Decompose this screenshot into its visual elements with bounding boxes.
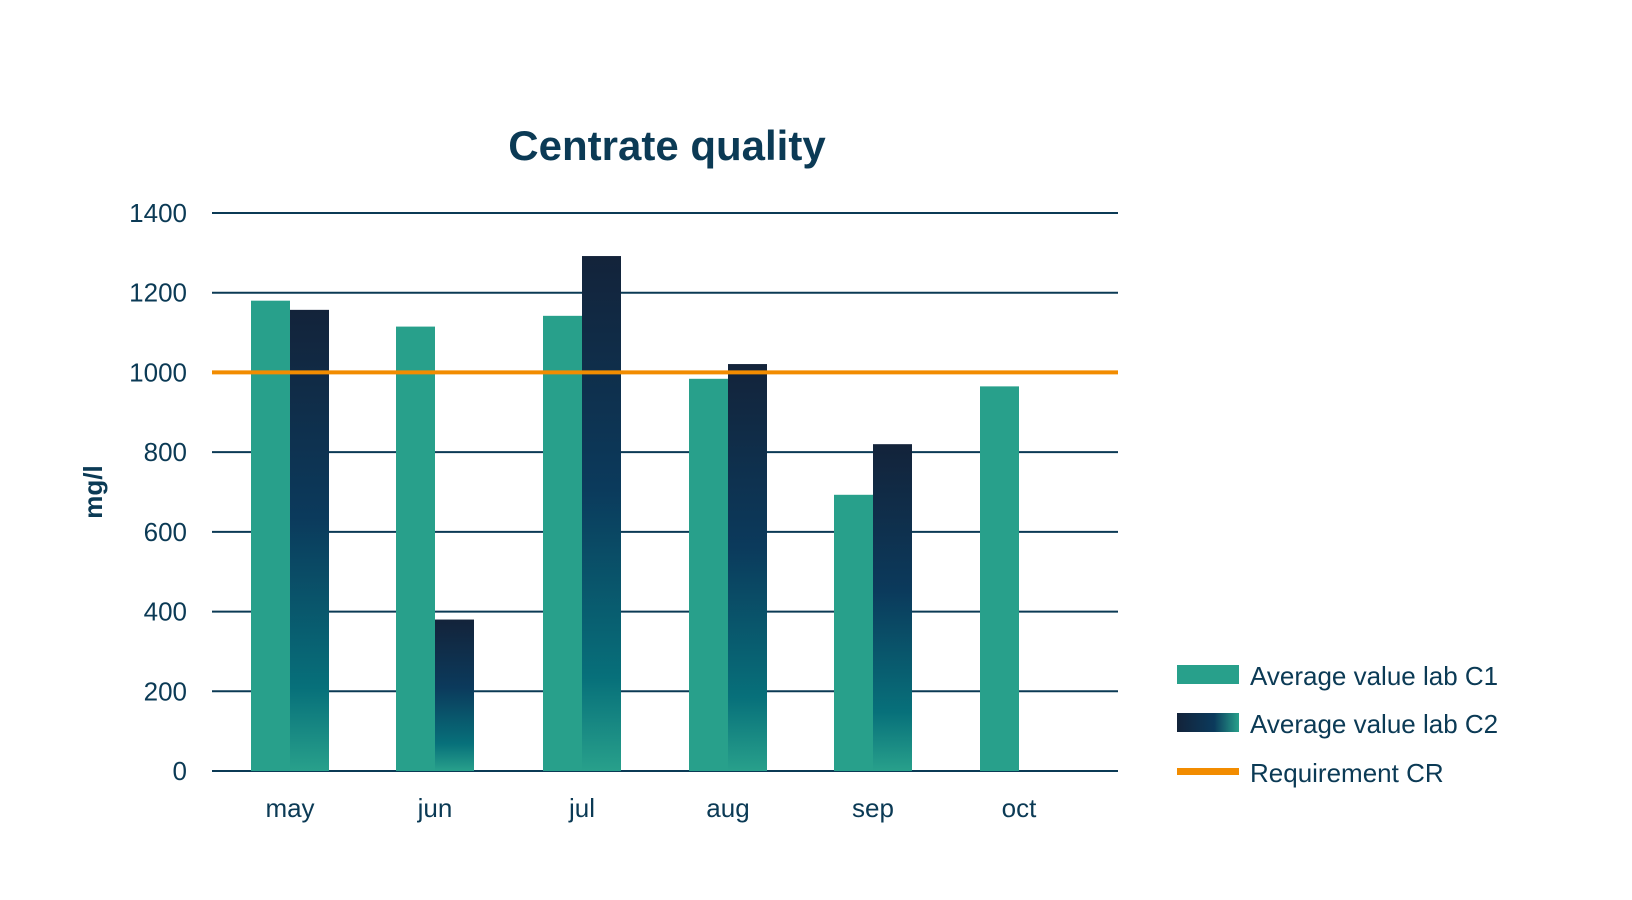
x-tick-label: jul	[568, 793, 595, 823]
x-tick-label: may	[265, 793, 314, 823]
legend-label: Average value lab C2	[1250, 709, 1498, 739]
y-tick-label: 200	[144, 676, 187, 706]
x-tick-label: oct	[1002, 793, 1037, 823]
y-tick-label: 800	[144, 437, 187, 467]
y-tick-label: 0	[173, 756, 187, 786]
bar-c2-jul	[582, 256, 621, 771]
legend-swatch-c2	[1177, 713, 1239, 732]
legend-swatch-c1	[1177, 665, 1239, 684]
bar-c1-oct	[980, 386, 1019, 771]
y-axis-label: mg/l	[78, 465, 108, 518]
x-tick-label: sep	[852, 793, 894, 823]
bar-c1-jul	[543, 315, 582, 771]
bar-c2-sep	[873, 444, 912, 771]
x-tick-label: jun	[417, 793, 453, 823]
bar-c2-jun	[435, 619, 474, 771]
bar-c1-may	[251, 300, 290, 771]
chart-title: Centrate quality	[508, 122, 826, 169]
bar-c2-aug	[728, 364, 767, 771]
legend-label: Requirement CR	[1250, 758, 1444, 788]
legend-swatch-requirement	[1177, 768, 1239, 775]
y-tick-label: 1400	[129, 198, 187, 228]
bar-c1-jun	[396, 326, 435, 771]
y-tick-label: 1200	[129, 278, 187, 308]
bar-c2-may	[290, 309, 329, 771]
x-tick-label: aug	[706, 793, 749, 823]
legend-label: Average value lab C1	[1250, 661, 1498, 691]
y-tick-label: 1000	[129, 357, 187, 387]
bar-c1-sep	[834, 494, 873, 771]
y-tick-label: 400	[144, 597, 187, 627]
y-tick-label: 600	[144, 517, 187, 547]
bar-c1-aug	[689, 378, 728, 771]
